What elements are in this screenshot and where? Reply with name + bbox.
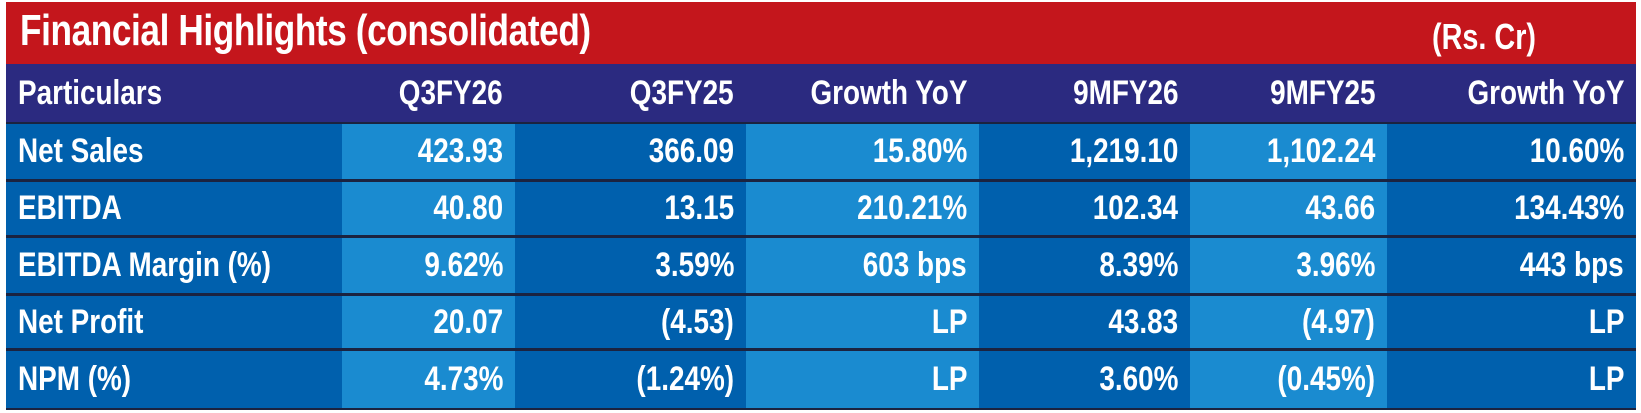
cell-growth-q: 210.21% — [746, 182, 979, 235]
cell-q3fy26: 40.80 — [342, 182, 515, 235]
financial-highlights-table: Financial Highlights (consolidated) (Rs.… — [6, 2, 1636, 410]
cell-particular: Net Profit — [6, 296, 342, 348]
header-9mfy25: 9MFY25 — [1269, 73, 1375, 112]
header-growth-9m: Growth YoY — [1467, 73, 1624, 112]
cell-q3fy25: 3.59% — [515, 238, 746, 293]
title-bar: Financial Highlights (consolidated) (Rs.… — [6, 2, 1636, 64]
unit-label: (Rs. Cr) — [1431, 16, 1536, 57]
cell-growth-9m: LP — [1387, 296, 1636, 348]
cell-particular: EBITDA Margin (%) — [6, 238, 342, 293]
cell-growth-9m: 134.43% — [1387, 182, 1636, 235]
header-particulars: Particulars — [18, 73, 163, 112]
cell-growth-q: 15.80% — [746, 124, 979, 179]
cell-particular: NPM (%) — [6, 351, 342, 408]
cell-9mfy26: 8.39% — [979, 238, 1190, 293]
cell-growth-q: 603 bps — [746, 238, 979, 293]
cell-q3fy26: 423.93 — [342, 124, 515, 179]
cell-growth-q: LP — [746, 296, 979, 348]
cell-9mfy25: (0.45%) — [1190, 351, 1387, 408]
cell-q3fy26: 20.07 — [342, 296, 515, 348]
header-row: Particulars Q3FY26 Q3FY25 Growth YoY 9MF… — [6, 64, 1636, 122]
cell-9mfy25: 1,102.24 — [1190, 124, 1387, 179]
cell-growth-9m: 10.60% — [1387, 124, 1636, 179]
cell-growth-9m: LP — [1387, 351, 1636, 408]
cell-q3fy26: 4.73% — [342, 351, 515, 408]
cell-9mfy26: 102.34 — [979, 182, 1190, 235]
table-row: NPM (%) 4.73% (1.24%) LP 3.60% (0.45%) LP — [6, 351, 1636, 408]
cell-9mfy26: 1,219.10 — [979, 124, 1190, 179]
cell-9mfy25: 43.66 — [1190, 182, 1387, 235]
cell-particular: EBITDA — [6, 182, 342, 235]
cell-9mfy25: 3.96% — [1190, 238, 1387, 293]
table-row: EBITDA Margin (%) 9.62% 3.59% 603 bps 8.39% 3… — [6, 238, 1636, 293]
cell-q3fy25: (4.53) — [515, 296, 746, 348]
cell-9mfy26: 3.60% — [979, 351, 1190, 408]
cell-q3fy26: 9.62% — [342, 238, 515, 293]
header-9mfy26: 9MFY26 — [1072, 73, 1178, 112]
cell-9mfy25: (4.97) — [1190, 296, 1387, 348]
cell-q3fy25: (1.24%) — [515, 351, 746, 408]
header-q3fy25: Q3FY25 — [630, 73, 734, 112]
cell-9mfy26: 43.83 — [979, 296, 1190, 348]
cell-growth-9m: 443 bps — [1387, 238, 1636, 293]
table-row: EBITDA 40.80 13.15 210.21% 102.34 43.66 134.43… — [6, 182, 1636, 235]
cell-q3fy25: 366.09 — [515, 124, 746, 179]
table-title: Financial Highlights (consolidated) — [20, 6, 591, 55]
cell-particular: Net Sales — [6, 124, 342, 179]
header-q3fy26: Q3FY26 — [399, 73, 503, 112]
header-growth-q: Growth YoY — [810, 73, 967, 112]
table-row: Net Profit 20.07 (4.53) LP 43.83 (4.97) LP — [6, 296, 1636, 348]
table-row: Net Sales 423.93 366.09 15.80% 1,219.10 1,102… — [6, 124, 1636, 179]
cell-growth-q: LP — [746, 351, 979, 408]
cell-q3fy25: 13.15 — [515, 182, 746, 235]
